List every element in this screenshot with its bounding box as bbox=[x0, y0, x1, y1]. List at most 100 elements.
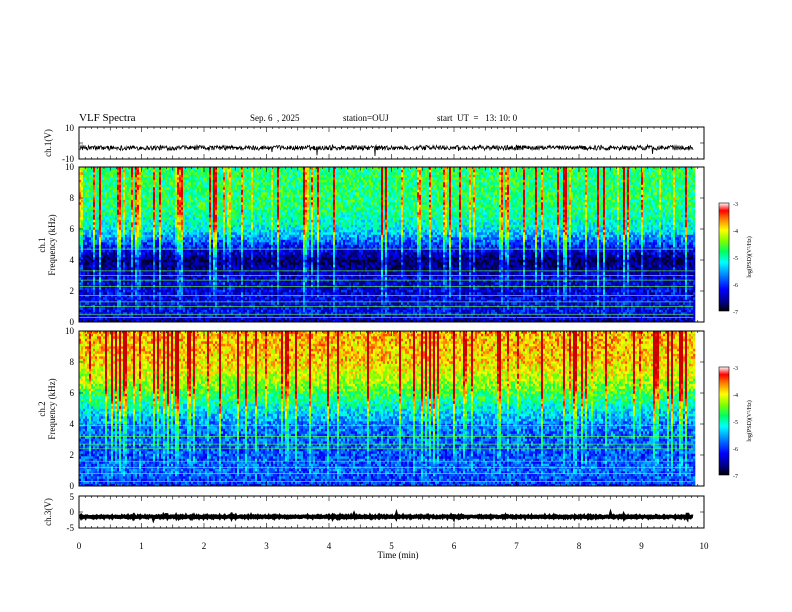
ch1-spectrogram-cell bbox=[169, 219, 172, 223]
ch1-spectrogram-cell bbox=[141, 309, 144, 313]
ch1-spectrogram-cell bbox=[105, 297, 108, 300]
ch1-spectrogram-cell bbox=[85, 257, 88, 260]
ch1-spectrogram-cell bbox=[165, 232, 168, 235]
ch1-spectrogram-cell bbox=[83, 182, 86, 185]
ch1-spectrogram-cell bbox=[149, 307, 152, 310]
ch1-spectrogram-cell bbox=[201, 317, 204, 320]
ch1-spectrogram-cell bbox=[79, 212, 82, 215]
ch1-spectrogram-column bbox=[229, 167, 232, 323]
ch1-spectrogram-cell bbox=[187, 197, 190, 200]
ch1-spectrogram-cell bbox=[101, 194, 104, 198]
ch1-spectrogram-cell bbox=[115, 182, 118, 185]
ch1-spectrogram-cell bbox=[139, 264, 142, 268]
ch1-spectrogram-cell bbox=[133, 289, 136, 293]
ch1-spectrogram-cell bbox=[135, 167, 138, 170]
ch1-spectrogram-column bbox=[217, 167, 220, 323]
ch1-spectrogram-cell bbox=[127, 257, 130, 260]
ch1-spectrogram-cell bbox=[113, 217, 116, 220]
ch1-spectrogram-cell bbox=[129, 224, 132, 228]
ch1-spectrogram-cell bbox=[221, 212, 224, 215]
ch1-spectrogram-cell bbox=[161, 259, 164, 263]
ch1-spectrogram-cell bbox=[195, 282, 198, 285]
ch1-spectrogram-cell bbox=[195, 289, 198, 293]
ch1-spectrogram-cell bbox=[145, 177, 148, 180]
ch1-spectrogram-cell bbox=[183, 189, 186, 193]
ch1-spectrogram-cell bbox=[107, 317, 110, 320]
ch1-spectrogram-cell bbox=[171, 319, 174, 323]
ch1-spectrogram-cell bbox=[163, 297, 166, 300]
ch1-spectrogram-cell bbox=[173, 302, 176, 305]
ch1-spectrogram-cell bbox=[225, 292, 228, 295]
ch1-spectrogram-cell bbox=[113, 169, 116, 173]
ch1-spectrogram-cell bbox=[159, 312, 162, 315]
ch1-spectrogram-cell bbox=[157, 207, 160, 210]
ch1-spectrogram-cell bbox=[119, 237, 122, 240]
ch1-spectrogram-cell bbox=[169, 189, 172, 193]
ch1-spectrogram-cell bbox=[179, 282, 182, 285]
ch1-spectrogram-cell bbox=[131, 237, 134, 240]
ch1-spectrogram-cell bbox=[93, 319, 96, 323]
ch1-spectrogram-cell bbox=[159, 254, 162, 258]
ch1-spectrogram-cell bbox=[169, 279, 172, 283]
ch1-spectrogram-cell bbox=[93, 304, 96, 308]
ch1-spectrogram-cell bbox=[173, 197, 176, 200]
ch1-spectrogram-cell bbox=[115, 319, 118, 323]
ch1-spectrogram-cell bbox=[215, 219, 218, 223]
ch1-spectrogram-cell bbox=[183, 172, 186, 175]
ch1-spectrogram-cell bbox=[179, 302, 182, 305]
ch1-spectrogram-cell bbox=[83, 254, 86, 258]
ch1-spectrogram-cell bbox=[161, 272, 164, 275]
ch1-spectrogram-cell bbox=[179, 219, 182, 223]
ch1-spectrogram-cell bbox=[139, 307, 142, 310]
ch1-spectrogram-cell bbox=[209, 172, 212, 175]
ch1-spectrogram-cell bbox=[95, 287, 98, 290]
ch1-spectrogram-cell bbox=[119, 172, 122, 175]
ch1-spectrogram-cell bbox=[153, 204, 156, 208]
ch1-spectrogram-cell bbox=[101, 239, 104, 243]
ch1-spectrogram-cell bbox=[151, 239, 154, 243]
ch1-spectrogram-cell bbox=[155, 319, 158, 323]
ch1-spectrogram-cell bbox=[95, 264, 98, 268]
ch1-spectrogram-cell bbox=[95, 244, 98, 248]
ch1-spectrogram-cell bbox=[201, 229, 204, 233]
ch1-spectrogram-cell bbox=[157, 304, 160, 308]
ch1-spectrogram-cell bbox=[111, 257, 114, 260]
ch1-spectrogram-cell bbox=[221, 167, 224, 170]
ch1-spectrogram-cell bbox=[225, 284, 228, 288]
ch1-spectrogram-column bbox=[165, 167, 168, 323]
ch1-spectrogram-cell bbox=[197, 277, 200, 280]
ch1-spectrogram-cell bbox=[155, 229, 158, 233]
ch1-spectrogram-cell bbox=[117, 267, 120, 270]
ch1-spectrogram-cell bbox=[193, 199, 196, 203]
ch1-spectrogram-cell bbox=[173, 172, 176, 175]
ch1-spectrogram-cell bbox=[183, 302, 186, 305]
ch1-spectrogram-cell bbox=[211, 249, 214, 253]
ch1-spectrogram-cell bbox=[99, 244, 102, 248]
ch1-spectrogram-cell bbox=[143, 227, 146, 230]
ch1-spectrogram-cell bbox=[211, 204, 214, 208]
ch1-spectrogram-cell bbox=[169, 307, 172, 310]
ch1-spectrogram-cell bbox=[81, 307, 84, 310]
ch1-spectrogram-cell bbox=[89, 252, 92, 255]
ch1-spectrogram-cell bbox=[175, 317, 178, 320]
ch1-spectrogram-cell bbox=[219, 229, 222, 233]
ch1-spectrogram-cell bbox=[85, 179, 88, 183]
ch1-spectrogram-cell bbox=[209, 312, 212, 315]
ch1-spectrogram-cell bbox=[147, 179, 150, 183]
ch1-spectrogram-cell bbox=[199, 319, 202, 323]
ch1-spectrogram-cell bbox=[225, 279, 228, 283]
ch1-spectrogram-cell bbox=[165, 182, 168, 185]
ch1-spectrogram-cell bbox=[109, 247, 112, 250]
ch1-spectrogram-cell bbox=[101, 209, 104, 213]
ch1-spectrogram-cell bbox=[139, 299, 142, 303]
ch1-spectrogram-cell bbox=[175, 204, 178, 208]
ch1-spectrogram-cell bbox=[163, 237, 166, 240]
ch1-spectrogram-cell bbox=[95, 174, 98, 178]
ch1-spectrogram-cell bbox=[217, 227, 220, 230]
ch1-spectrogram-cell bbox=[81, 189, 84, 193]
ch1-spectrogram-cell bbox=[213, 174, 216, 178]
ch1-spectrogram-cell bbox=[223, 217, 226, 220]
ch1-spectrogram-cell bbox=[151, 227, 154, 230]
ch1-spectrogram-cell bbox=[151, 274, 154, 278]
ch1-spectrogram-cell bbox=[199, 274, 202, 278]
